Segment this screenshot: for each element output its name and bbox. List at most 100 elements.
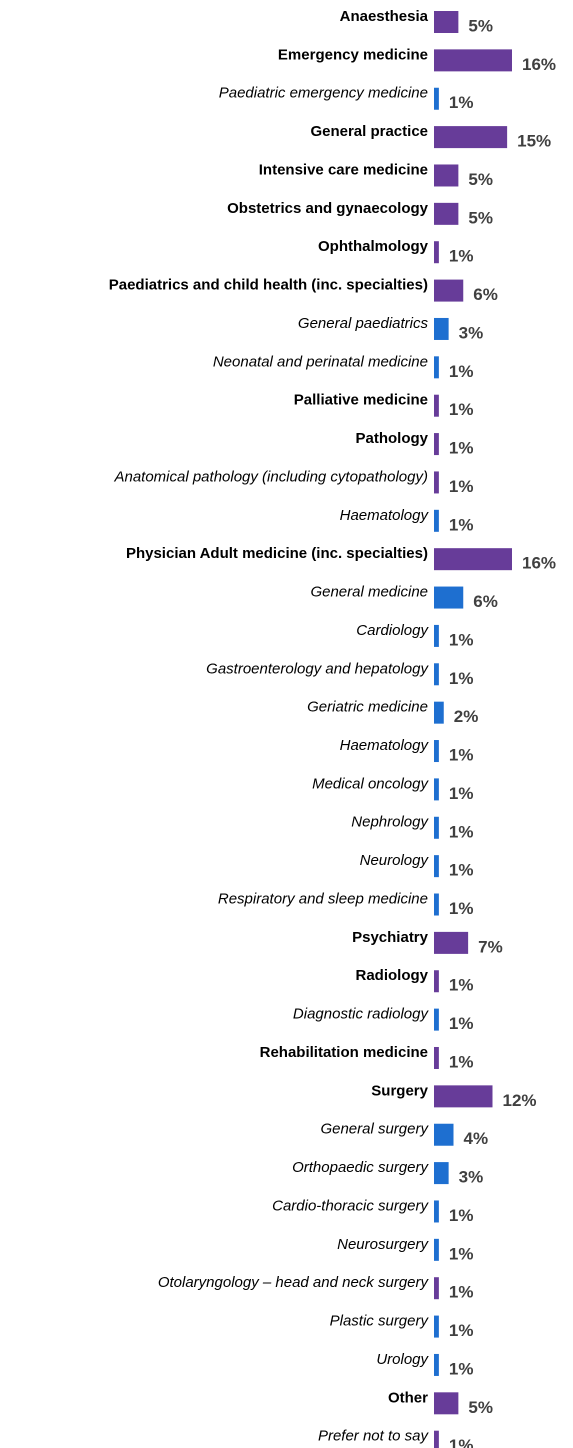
value-label: 3% bbox=[459, 323, 484, 342]
category-label: Anaesthesia bbox=[340, 8, 429, 25]
bar bbox=[434, 1430, 439, 1448]
value-label: 4% bbox=[464, 1129, 489, 1148]
category-label: General paediatrics bbox=[298, 315, 429, 332]
value-label: 16% bbox=[522, 554, 556, 573]
category-label: Radiology bbox=[355, 967, 428, 984]
category-label: Neonatal and perinatal medicine bbox=[213, 353, 428, 370]
bar bbox=[434, 1353, 439, 1376]
bar bbox=[434, 663, 439, 686]
bar bbox=[434, 49, 512, 72]
category-label: Anatomical pathology (including cytopath… bbox=[113, 468, 428, 485]
value-label: 1% bbox=[449, 477, 474, 496]
value-label: 1% bbox=[449, 1321, 474, 1340]
bar bbox=[434, 740, 439, 763]
value-label: 1% bbox=[449, 515, 474, 534]
bar bbox=[434, 471, 439, 494]
value-label: 1% bbox=[449, 1014, 474, 1033]
value-label: 12% bbox=[503, 1091, 537, 1110]
category-label: General practice bbox=[310, 123, 428, 140]
category-label: Cardiology bbox=[356, 622, 429, 639]
bar bbox=[434, 1315, 439, 1338]
bar bbox=[434, 1085, 493, 1108]
category-label: Ophthalmology bbox=[318, 238, 429, 255]
value-label: 1% bbox=[449, 400, 474, 419]
bar bbox=[434, 164, 459, 187]
value-label: 1% bbox=[449, 1436, 474, 1448]
value-label: 1% bbox=[449, 899, 474, 918]
bar bbox=[434, 433, 439, 456]
category-label: Paediatric emergency medicine bbox=[219, 85, 428, 102]
bar bbox=[434, 279, 464, 302]
bar bbox=[434, 87, 439, 110]
value-label: 6% bbox=[473, 285, 498, 304]
category-label: Psychiatry bbox=[352, 929, 429, 946]
category-label: Geriatric medicine bbox=[307, 699, 428, 716]
category-label: Haematology bbox=[340, 737, 430, 754]
bar bbox=[434, 241, 439, 264]
category-label: Respiratory and sleep medicine bbox=[218, 890, 428, 907]
bar bbox=[434, 356, 439, 379]
bar bbox=[434, 778, 439, 801]
value-label: 1% bbox=[449, 669, 474, 688]
bar bbox=[434, 931, 469, 954]
bar bbox=[434, 509, 439, 532]
value-label: 1% bbox=[449, 1052, 474, 1071]
category-label: Prefer not to say bbox=[318, 1428, 430, 1445]
bar bbox=[434, 317, 449, 340]
value-label: 1% bbox=[449, 976, 474, 995]
value-label: 3% bbox=[459, 1168, 484, 1187]
value-label: 15% bbox=[517, 132, 551, 151]
bar bbox=[434, 126, 508, 149]
value-label: 16% bbox=[522, 55, 556, 74]
category-label: Physician Adult medicine (inc. specialti… bbox=[126, 545, 428, 562]
value-label: 1% bbox=[449, 93, 474, 112]
category-label: Neurology bbox=[360, 852, 430, 869]
category-label: Palliative medicine bbox=[294, 392, 428, 409]
value-label: 5% bbox=[468, 170, 493, 189]
bar bbox=[434, 893, 439, 916]
bar bbox=[434, 624, 439, 647]
value-label: 1% bbox=[449, 822, 474, 841]
bar bbox=[434, 394, 439, 417]
bar bbox=[434, 701, 444, 724]
bar bbox=[434, 202, 459, 225]
value-label: 1% bbox=[449, 362, 474, 381]
bar bbox=[434, 1277, 439, 1300]
value-label: 2% bbox=[454, 707, 479, 726]
bar bbox=[434, 1162, 449, 1185]
category-label: Paediatrics and child health (inc. speci… bbox=[109, 277, 428, 294]
category-label: Orthopaedic surgery bbox=[292, 1159, 429, 1176]
value-label: 6% bbox=[473, 592, 498, 611]
category-label: Neurosurgery bbox=[337, 1236, 429, 1253]
category-label: General surgery bbox=[320, 1121, 429, 1138]
value-label: 1% bbox=[449, 746, 474, 765]
value-label: 1% bbox=[449, 861, 474, 880]
value-label: 1% bbox=[449, 1206, 474, 1225]
category-label: Emergency medicine bbox=[278, 46, 428, 63]
category-label: Plastic surgery bbox=[330, 1313, 430, 1330]
bar bbox=[434, 11, 459, 33]
value-label: 1% bbox=[449, 439, 474, 458]
category-label: Cardio-thoracic surgery bbox=[272, 1197, 429, 1214]
category-label: Surgery bbox=[371, 1082, 428, 1099]
bar bbox=[434, 586, 464, 609]
value-label: 5% bbox=[468, 16, 493, 35]
bar bbox=[434, 1123, 454, 1146]
category-label: Haematology bbox=[340, 507, 430, 524]
value-label: 1% bbox=[449, 1244, 474, 1263]
value-label: 7% bbox=[478, 937, 503, 956]
value-label: 1% bbox=[449, 247, 474, 266]
category-label: Gastroenterology and hepatology bbox=[206, 660, 429, 677]
value-label: 1% bbox=[449, 1283, 474, 1302]
bar bbox=[434, 1008, 439, 1031]
bar bbox=[434, 1200, 439, 1223]
category-label: General medicine bbox=[310, 584, 428, 601]
bar bbox=[434, 816, 439, 839]
category-label: Pathology bbox=[355, 430, 428, 447]
bar bbox=[434, 548, 512, 571]
category-label: Obstetrics and gynaecology bbox=[227, 200, 429, 217]
bar bbox=[434, 1046, 439, 1069]
value-label: 1% bbox=[449, 1359, 474, 1378]
category-label: Nephrology bbox=[351, 814, 429, 831]
